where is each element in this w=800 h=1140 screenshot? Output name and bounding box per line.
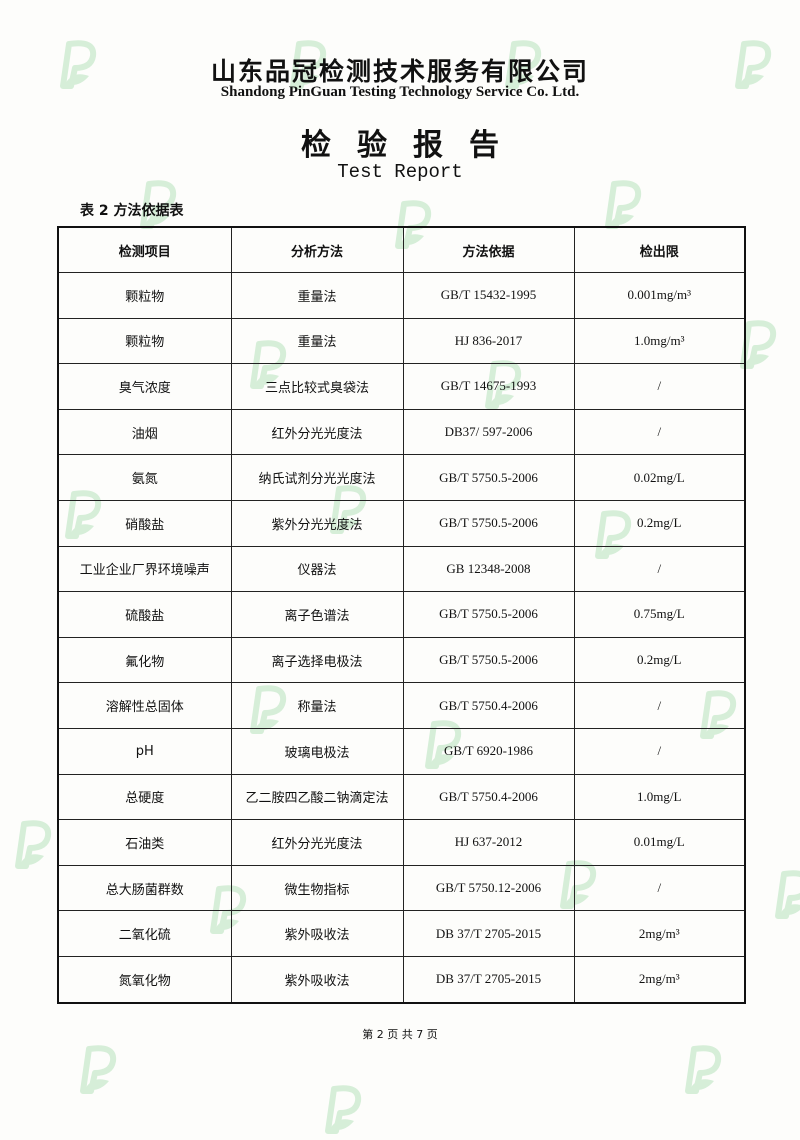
watermark-logo-icon (770, 870, 800, 920)
cell-item: 二氧化硫 (57, 910, 232, 957)
cell-limit: / (573, 363, 746, 410)
table-row: 总大肠菌群数 微生物指标 GB/T 5750.12-2006/ (57, 864, 746, 912)
col-header-item: 检测项目 (57, 226, 232, 273)
cell-standard: GB 12348-2008 (402, 545, 575, 593)
cell-item: pH (57, 727, 232, 775)
cell-item: 石油类 (57, 819, 232, 866)
cell-item: 颗粒物 (57, 317, 232, 365)
table-row: 溶解性总固体 称量法 GB/T 5750.4-2006/ (57, 682, 746, 729)
cell-item: 总大肠菌群数 (57, 864, 232, 912)
cell-item: 氨氮 (57, 454, 232, 501)
cell-limit: 1.0mg/m³ (573, 317, 746, 365)
cell-standard: GB/T 5750.5-2006 (402, 591, 575, 638)
cell-standard: DB37/ 597-2006 (402, 408, 575, 456)
cell-limit: / (573, 682, 746, 729)
cell-limit: / (573, 408, 746, 456)
cell-item: 总硬度 (57, 773, 232, 821)
cell-standard: GB/T 5750.12-2006 (402, 864, 575, 912)
table-row: 颗粒物 重量法 HJ 836-2017 1.0mg/m³ (57, 317, 746, 365)
cell-method: 重量法 (230, 317, 404, 365)
report-title-cn: 检验报告 (301, 128, 525, 163)
cell-method: 称量法 (230, 682, 404, 729)
cell-standard: GB/T 5750.5-2006 (402, 636, 575, 684)
cell-standard: GB/T 15432-1995 (402, 272, 575, 319)
table-row: 氨氮 纳氏试剂分光光度法 GB/T 5750.5-2006 0.02mg/L (57, 454, 746, 501)
cell-method: 紫外吸收法 (230, 910, 404, 957)
watermark-logo-icon (600, 180, 644, 230)
watermark-logo-icon (320, 1085, 364, 1135)
cell-standard: HJ 637-2012 (402, 819, 575, 866)
table-row: 石油类 红外分光光度法 HJ 637-2012 0.01mg/L (57, 819, 746, 866)
cell-method: 纳氏试剂分光光度法 (230, 454, 404, 501)
table-row: 颗粒物 重量法 GB/T 15432-1995 0.001mg/m³ (57, 272, 746, 319)
col-header-limit: 检出限 (573, 226, 746, 273)
cell-item: 油烟 (57, 408, 232, 456)
company-name-cn: 山东品冠检测技术服务有限公司 (210, 57, 589, 86)
cell-method: 玻璃电极法 (230, 727, 404, 775)
cell-standard: DB 37/T 2705-2015 (402, 955, 575, 1004)
cell-standard: DB 37/T 2705-2015 (402, 910, 575, 957)
cell-item: 硫酸盐 (57, 591, 232, 638)
cell-method: 微生物指标 (230, 864, 404, 912)
cell-limit: 0.2mg/L (573, 499, 746, 547)
watermark-logo-icon (75, 1045, 119, 1095)
cell-limit: 0.75mg/L (573, 591, 746, 638)
cell-method: 三点比较式臭袋法 (230, 363, 404, 410)
cell-limit: 0.2mg/L (573, 636, 746, 684)
watermark-logo-icon (680, 1045, 724, 1095)
table-row: 硫酸盐 离子色谱法 GB/T 5750.5-2006 0.75mg/L (57, 591, 746, 638)
table-row: 氮氧化物 紫外吸收法 DB 37/T 2705-2015 2mg/m³ (57, 955, 746, 1004)
table-row: 二氧化硫 紫外吸收法 DB 37/T 2705-2015 2mg/m³ (57, 910, 746, 957)
cell-limit: / (573, 727, 746, 775)
cell-limit: 0.02mg/L (573, 454, 746, 501)
table-row: 工业企业厂界环境噪声 仪器法 GB 12348-2008/ (57, 545, 746, 593)
cell-item: 氮氧化物 (57, 955, 232, 1004)
cell-standard: GB/T 5750.4-2006 (402, 682, 575, 729)
cell-item: 溶解性总固体 (57, 682, 232, 729)
cell-item: 颗粒物 (57, 272, 232, 319)
cell-limit: 2mg/m³ (573, 955, 746, 1004)
watermark-logo-icon (10, 820, 54, 870)
method-basis-table: 检测项目 分析方法 方法依据 检出限 颗粒物 重量法 GB/T 15432-1995… (57, 226, 746, 1004)
cell-item: 硝酸盐 (57, 499, 232, 547)
col-header-method: 分析方法 (230, 226, 404, 273)
table-row: 总硬度 乙二胺四乙酸二钠滴定法 GB/T 5750.4-2006 1.0mg/L (57, 773, 746, 821)
cell-limit: 0.01mg/L (573, 819, 746, 866)
cell-limit: / (573, 864, 746, 912)
table-row: 油烟 红外分光光度法 DB37/ 597-2006/ (57, 408, 746, 456)
cell-item: 臭气浓度 (57, 363, 232, 410)
table-row: pH 玻璃电极法 GB/T 6920-1986/ (57, 727, 746, 775)
cell-method: 紫外吸收法 (230, 955, 404, 1004)
cell-limit: / (573, 545, 746, 593)
cell-standard: GB/T 6920-1986 (402, 727, 575, 775)
cell-item: 工业企业厂界环境噪声 (57, 545, 232, 593)
cell-limit: 1.0mg/L (573, 773, 746, 821)
table-row: 氟化物 离子选择电极法 GB/T 5750.5-2006 0.2mg/L (57, 636, 746, 684)
cell-method: 红外分光光度法 (230, 819, 404, 866)
cell-method: 离子色谱法 (230, 591, 404, 638)
table-header-row: 检测项目 分析方法 方法依据 检出限 (57, 226, 746, 273)
cell-standard: GB/T 5750.5-2006 (402, 499, 575, 547)
cell-method: 紫外分光光度法 (230, 499, 404, 547)
cell-limit: 2mg/m³ (573, 910, 746, 957)
cell-item: 氟化物 (57, 636, 232, 684)
table-caption: 表 2 方法依据表 (80, 203, 184, 219)
table-row: 臭气浓度 三点比较式臭袋法 GB/T 14675-1993/ (57, 363, 746, 410)
company-name-en: Shandong PinGuan Testing Technology Serv… (220, 84, 580, 100)
cell-standard: GB/T 5750.4-2006 (402, 773, 575, 821)
report-title-en: Test Report (337, 161, 463, 183)
cell-method: 重量法 (230, 272, 404, 319)
cell-method: 仪器法 (230, 545, 404, 593)
cell-limit: 0.001mg/m³ (573, 272, 746, 319)
cell-method: 红外分光光度法 (230, 408, 404, 456)
col-header-standard: 方法依据 (402, 226, 575, 273)
cell-standard: GB/T 14675-1993 (402, 363, 575, 410)
page-number: 第 2 页 共 7 页 (362, 1028, 438, 1041)
table-row: 硝酸盐 紫外分光光度法 GB/T 5750.5-2006 0.2mg/L (57, 499, 746, 547)
cell-standard: GB/T 5750.5-2006 (402, 454, 575, 501)
cell-method: 乙二胺四乙酸二钠滴定法 (230, 773, 404, 821)
cell-standard: HJ 836-2017 (402, 317, 575, 365)
cell-method: 离子选择电极法 (230, 636, 404, 684)
